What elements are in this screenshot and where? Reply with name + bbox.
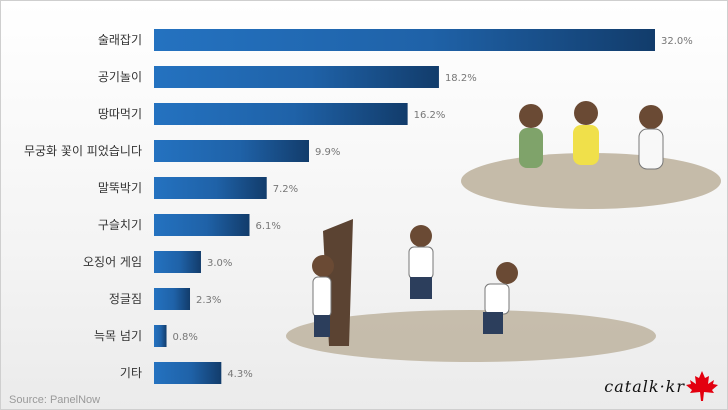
bar bbox=[154, 288, 191, 310]
bar bbox=[154, 103, 408, 125]
category-label: 오징어 게임 bbox=[83, 255, 142, 269]
illustration-kids-playing-gonggi bbox=[461, 101, 721, 209]
value-label: 9.9% bbox=[315, 147, 340, 158]
category-label: 정글짐 bbox=[109, 292, 142, 306]
bar bbox=[154, 325, 167, 347]
value-label: 3.0% bbox=[207, 258, 232, 269]
category-label: 공기놀이 bbox=[98, 70, 142, 84]
bar bbox=[154, 214, 250, 236]
bar bbox=[154, 140, 309, 162]
category-label: 늑목 넘기 bbox=[94, 329, 142, 343]
maple-leaf-icon bbox=[686, 371, 718, 401]
category-label: 땅따먹기 bbox=[98, 107, 142, 121]
category-label: 기타 bbox=[120, 366, 142, 380]
bar bbox=[154, 177, 267, 199]
bar bbox=[154, 251, 201, 273]
category-label: 구슬치기 bbox=[98, 218, 142, 232]
bar bbox=[154, 66, 439, 88]
category-label: 술래잡기 bbox=[98, 33, 142, 47]
value-label: 4.3% bbox=[227, 369, 252, 380]
logo-text: catalk·kr bbox=[604, 376, 685, 396]
value-label: 6.1% bbox=[256, 221, 281, 232]
category-label: 말뚝박기 bbox=[98, 181, 142, 195]
illustration-kids-playing-tag bbox=[286, 219, 656, 362]
value-label: 7.2% bbox=[273, 184, 298, 195]
value-label: 2.3% bbox=[196, 295, 221, 306]
value-label: 32.0% bbox=[661, 36, 693, 47]
value-label: 18.2% bbox=[445, 73, 477, 84]
source-note: Source: PanelNow bbox=[9, 394, 101, 406]
value-label: 16.2% bbox=[414, 110, 446, 121]
bar bbox=[154, 362, 222, 384]
value-label: 0.8% bbox=[173, 332, 198, 343]
logo: catalk·kr bbox=[604, 369, 719, 403]
category-label: 무궁화 꽃이 피었습니다 bbox=[24, 144, 142, 158]
bar bbox=[154, 29, 655, 51]
